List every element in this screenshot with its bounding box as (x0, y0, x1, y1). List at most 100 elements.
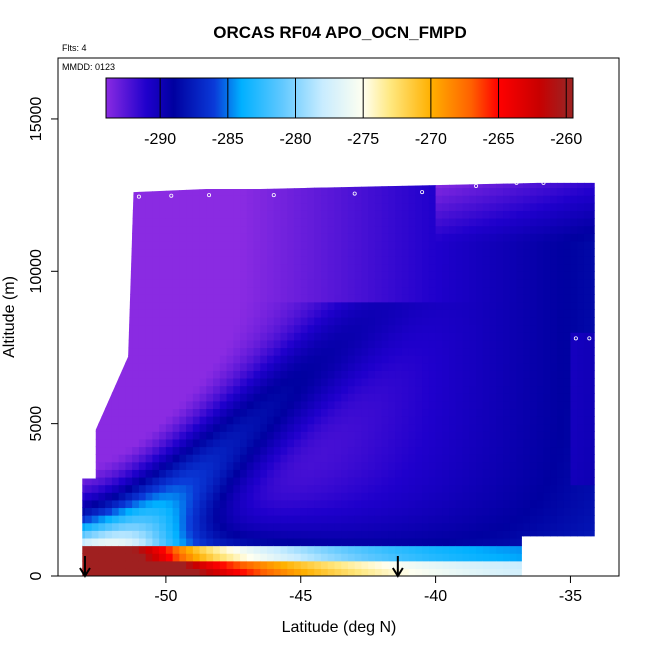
curtain-cell (469, 182, 477, 189)
curtain-cell (374, 217, 383, 227)
curtain-cell (435, 560, 443, 569)
curtain-cell (327, 332, 336, 341)
curtain-cell (503, 393, 511, 402)
curtain-cell (489, 286, 497, 295)
curtain-cell (422, 545, 430, 554)
curtain-cell (267, 202, 275, 211)
curtain-cell (516, 515, 524, 524)
curtain-cell (415, 339, 423, 349)
curtain-cell (84, 309, 93, 318)
curtain-cell (334, 286, 342, 295)
curtain-cell (570, 182, 578, 189)
curtain-cell (294, 172, 301, 180)
curtain-cell (556, 438, 565, 448)
curtain-cell (219, 385, 228, 394)
curtain-cell (516, 545, 524, 554)
curtain-cell (65, 469, 72, 477)
curtain-cell (435, 545, 443, 554)
curtain-cell (449, 553, 457, 562)
curtain-cell (482, 454, 491, 463)
curtain-cell (341, 324, 349, 333)
curtain-cell (327, 423, 336, 432)
curtain-cell (462, 423, 470, 432)
curtain-cell (462, 301, 470, 310)
curtain-cell (159, 187, 167, 196)
curtain-cell (179, 537, 187, 547)
curtain-cell (469, 355, 477, 364)
curtain-cell (401, 423, 410, 432)
curtain-cell (213, 484, 221, 493)
curtain-cell (84, 248, 93, 257)
curtain-cell (415, 476, 423, 486)
curtain-cell (597, 340, 604, 348)
curtain-cell (509, 362, 518, 371)
curtain-cell (374, 431, 383, 440)
curtain-cell (482, 515, 491, 524)
curtain-cell (334, 347, 342, 356)
curtain-cell (354, 393, 363, 402)
curtain-cell (476, 515, 484, 524)
curtain-cell (172, 370, 180, 379)
curtain-cell (523, 210, 531, 219)
curtain-cell (401, 393, 410, 402)
curtain-cell (584, 172, 591, 180)
curtain-cell (206, 545, 214, 554)
curtain-cell (347, 484, 356, 493)
curtain-cell (354, 476, 363, 486)
curtain-cell (267, 454, 275, 463)
curtain-cell (529, 182, 538, 189)
curtain-cell (503, 553, 511, 562)
curtain-cell (537, 172, 544, 180)
curtain-cell (354, 263, 363, 272)
curtain-cell (577, 461, 585, 470)
curtain-cell (327, 210, 336, 219)
curtain-cell (219, 294, 228, 303)
curtain-cell (226, 278, 234, 288)
curtain-cell (280, 385, 288, 394)
curtain-cell (536, 271, 545, 280)
curtain-cell (91, 393, 100, 402)
curtain-cell (219, 522, 228, 531)
curtain-cell (118, 507, 127, 516)
curtain-cell (529, 545, 538, 554)
curtain-cell (206, 278, 214, 288)
curtain-cell (496, 248, 504, 257)
curtain-cell (267, 309, 275, 318)
curtain-cell (442, 416, 450, 425)
curtain-cell (503, 400, 511, 410)
curtain-cell (152, 248, 160, 257)
curtain-cell (240, 476, 248, 486)
curtain-cell (435, 393, 443, 402)
curtain-cell (253, 278, 261, 288)
curtain-cell (179, 507, 187, 516)
curtain-cell (374, 339, 383, 349)
curtain-cell (91, 416, 100, 425)
curtain-cell (503, 377, 511, 387)
curtain-cell (84, 522, 93, 531)
curtain-cell (58, 363, 65, 371)
curtain-cell (172, 332, 180, 341)
curtain-cell (455, 454, 464, 463)
curtain-cell (597, 203, 604, 211)
curtain-cell (449, 408, 457, 417)
curtain-cell (543, 377, 551, 387)
curtain-cell (199, 545, 207, 554)
curtain-cell (516, 537, 524, 547)
curtain-cell (307, 492, 315, 501)
curtain-cell (354, 317, 363, 326)
curtain-cell (583, 537, 592, 547)
curtain-cell (556, 393, 565, 402)
curtain-cell (334, 182, 342, 189)
curtain-cell (267, 507, 275, 516)
curtain-cell (341, 370, 349, 379)
curtain-cell (314, 446, 322, 455)
curtain-cell (186, 217, 194, 227)
curtain-cell (132, 469, 140, 478)
curtain-cell (118, 553, 127, 562)
curtain-cell (462, 416, 470, 425)
curtain-cell (240, 461, 248, 470)
curtain-cell (105, 347, 113, 356)
curtain-cell (307, 438, 315, 448)
curtain-cell (118, 248, 127, 257)
curtain-cell (125, 393, 133, 402)
